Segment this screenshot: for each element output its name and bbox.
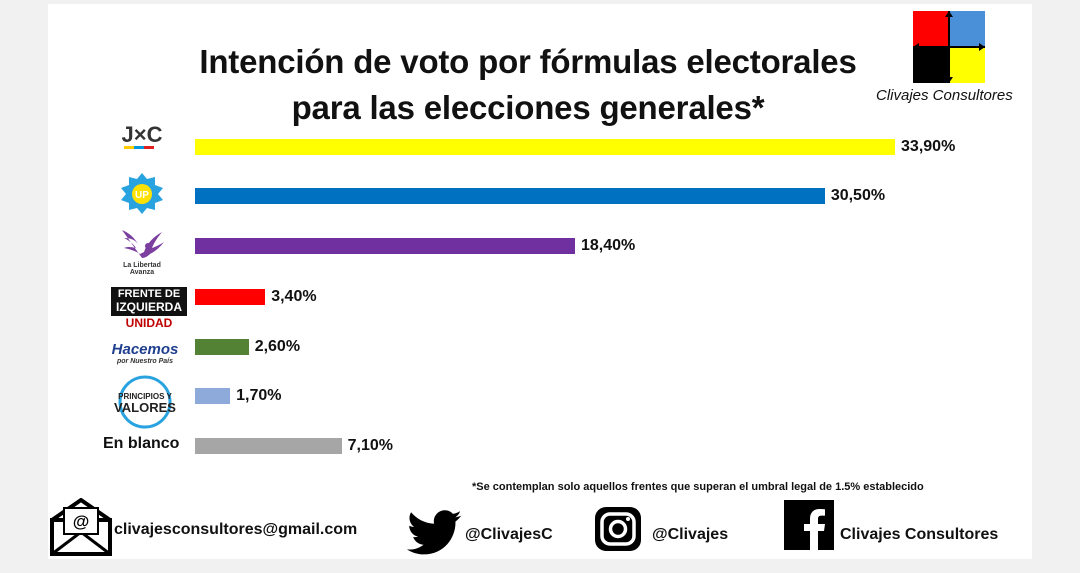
twitter-icon[interactable]	[406, 510, 464, 556]
email-address[interactable]: clivajesconsultores@gmail.com	[114, 521, 358, 538]
instagram-icon[interactable]	[593, 506, 643, 552]
bar-6	[195, 438, 342, 454]
frente-de-izquierda-logo-icon: FRENTE DE IZQUIERDA UNIDAD	[111, 287, 187, 337]
chart-title-line2: para las elecciones generales*	[291, 89, 765, 126]
footnote: *Se contemplan solo aquellos frentes que…	[472, 481, 924, 493]
la-libertad-avanza-logo-icon: La Libertad Avanza	[122, 230, 164, 274]
principios-y-valores-logo-icon: PRINCIPIOS Y VALORES	[114, 375, 176, 429]
svg-text:@: @	[73, 512, 90, 531]
jxc-logo-icon: J×C	[122, 122, 163, 149]
svg-text:UP: UP	[135, 190, 149, 201]
twitter-handle[interactable]: @ClivajesC	[465, 526, 553, 543]
bar-value-label-5: 1,70%	[236, 387, 282, 404]
bar-value-label-0: 33,90%	[901, 138, 956, 155]
bar-value-label-3: 3,40%	[271, 288, 317, 305]
brand-name: Clivajes Consultores	[876, 87, 1013, 104]
svg-text:J×C: J×C	[122, 122, 163, 147]
bar-value-label-2: 18,40%	[580, 237, 636, 254]
instagram-handle[interactable]: @Clivajes	[652, 526, 729, 543]
svg-text:PRINCIPIOS Y: PRINCIPIOS Y	[118, 392, 172, 401]
blank-vote-label: En blanco	[103, 435, 180, 452]
bar-2	[195, 238, 575, 254]
bar-1	[195, 188, 825, 204]
bar-value-label-1: 30,50%	[830, 187, 886, 204]
fit-line3: UNIDAD	[125, 316, 173, 330]
hacemos-line1: Hacemos	[111, 341, 179, 358]
hacemos-line2: por Nuestro País	[116, 358, 173, 365]
bar-value-label-6: 7,10%	[347, 437, 393, 454]
chart-title-line1: Intención de voto por fórmulas electoral…	[199, 43, 857, 80]
svg-text:Avanza: Avanza	[130, 269, 154, 274]
fit-line2: IZQUIERDA	[111, 301, 187, 316]
fit-line1: FRENTE DE	[111, 287, 187, 301]
bar-value-label-4: 2,60%	[254, 338, 301, 355]
hacemos-logo-icon: Hacemos por Nuestro País	[104, 342, 186, 370]
up-logo-icon: UP	[121, 173, 163, 214]
svg-text:VALORES: VALORES	[114, 400, 176, 415]
facebook-page[interactable]: Clivajes Consultores	[840, 526, 999, 543]
clivajes-logo-icon	[913, 11, 985, 83]
svg-text:La Libertad: La Libertad	[123, 262, 161, 269]
bar-5	[195, 388, 231, 404]
chart-card: Intención de voto por fórmulas electoral…	[48, 4, 1032, 559]
bar-4	[195, 339, 249, 355]
bar-3	[195, 289, 266, 305]
facebook-icon[interactable]	[784, 500, 834, 550]
email-icon: @	[50, 498, 112, 556]
bar-0	[195, 139, 896, 155]
